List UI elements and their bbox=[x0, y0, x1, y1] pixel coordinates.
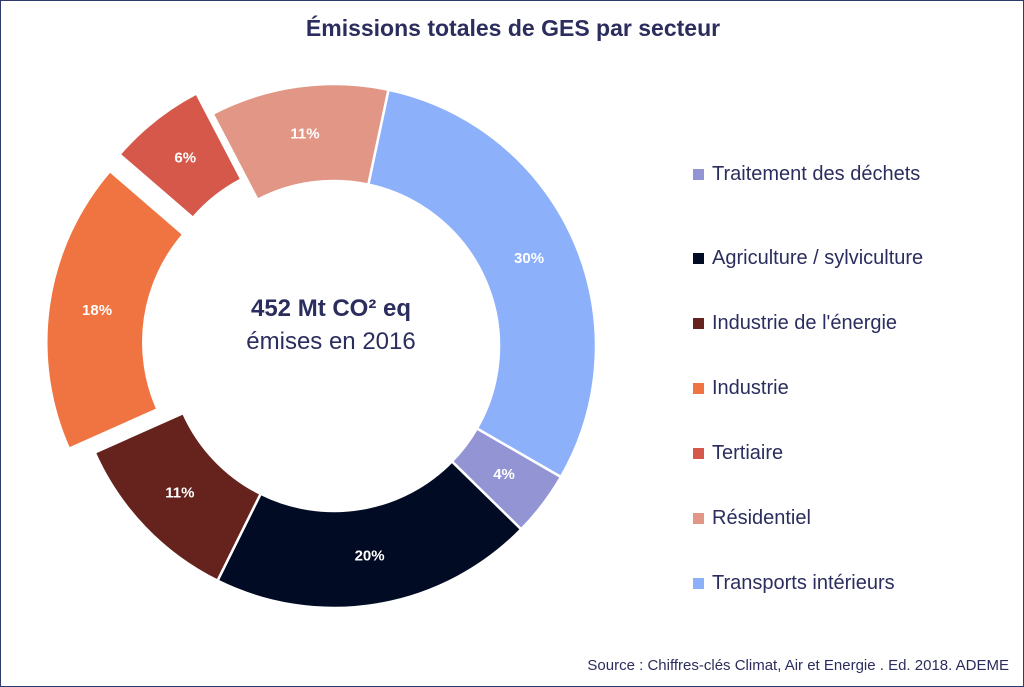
legend-swatch bbox=[693, 318, 704, 329]
legend-label: Agriculture / sylviculture bbox=[712, 247, 924, 269]
center-label: 452 Mt CO² eq émises en 2016 bbox=[191, 293, 471, 359]
slice-labels: 30% 4% 20% 11% 18% 6% 11% bbox=[82, 125, 544, 564]
slice-percent-label: 18% bbox=[82, 302, 112, 319]
donut-slice bbox=[210, 82, 390, 202]
chart-legend: Traitement des déchets Agriculture / syl… bbox=[693, 161, 923, 616]
legend-swatch bbox=[693, 578, 704, 589]
center-total-caption: émises en 2016 bbox=[246, 328, 416, 355]
source-note: Source : Chiffres-clés Climat, Air et En… bbox=[587, 657, 1009, 674]
slice-percent-label: 20% bbox=[355, 547, 385, 564]
legend-label: Traitement des déchets bbox=[712, 162, 921, 185]
legend-label: Transports intérieurs bbox=[712, 572, 895, 594]
legend-swatch bbox=[693, 383, 704, 394]
legend-label: Industrie bbox=[712, 377, 789, 399]
donut-slice bbox=[45, 169, 186, 451]
slice-percent-label: 30% bbox=[514, 250, 544, 267]
legend-label: Tertiaire bbox=[712, 442, 784, 464]
slice-percent-label: 6% bbox=[174, 149, 196, 166]
legend-swatch bbox=[693, 168, 704, 180]
legend-item: Traitement des déchets bbox=[693, 161, 923, 187]
legend-swatch bbox=[693, 513, 704, 524]
donut-slice bbox=[366, 88, 598, 479]
legend-item: Transports intérieurs bbox=[693, 551, 923, 616]
slice-percent-label: 11% bbox=[290, 125, 319, 142]
donut-slice bbox=[93, 411, 263, 583]
legend-item: Tertiaire bbox=[693, 421, 923, 486]
donut-slice bbox=[117, 91, 244, 220]
legend-label: Résidentiel bbox=[712, 507, 811, 529]
legend-item: Résidentiel bbox=[693, 486, 923, 551]
legend-swatch bbox=[693, 448, 704, 459]
legend-item: Industrie bbox=[693, 356, 923, 421]
chart-title: Émissions totales de GES par secteur bbox=[305, 15, 721, 41]
slice-percent-label: 4% bbox=[493, 466, 515, 483]
center-total-value: 452 Mt CO² eq bbox=[250, 295, 412, 322]
legend-item: Industrie de l'énergie bbox=[693, 291, 923, 356]
legend-label: Industrie de l'énergie bbox=[712, 312, 898, 334]
donut-slices bbox=[45, 82, 598, 610]
legend-item: Agriculture / sylviculture bbox=[693, 226, 923, 291]
legend-swatch bbox=[693, 253, 704, 264]
slice-percent-label: 11% bbox=[165, 485, 194, 502]
donut-slice bbox=[215, 459, 523, 610]
